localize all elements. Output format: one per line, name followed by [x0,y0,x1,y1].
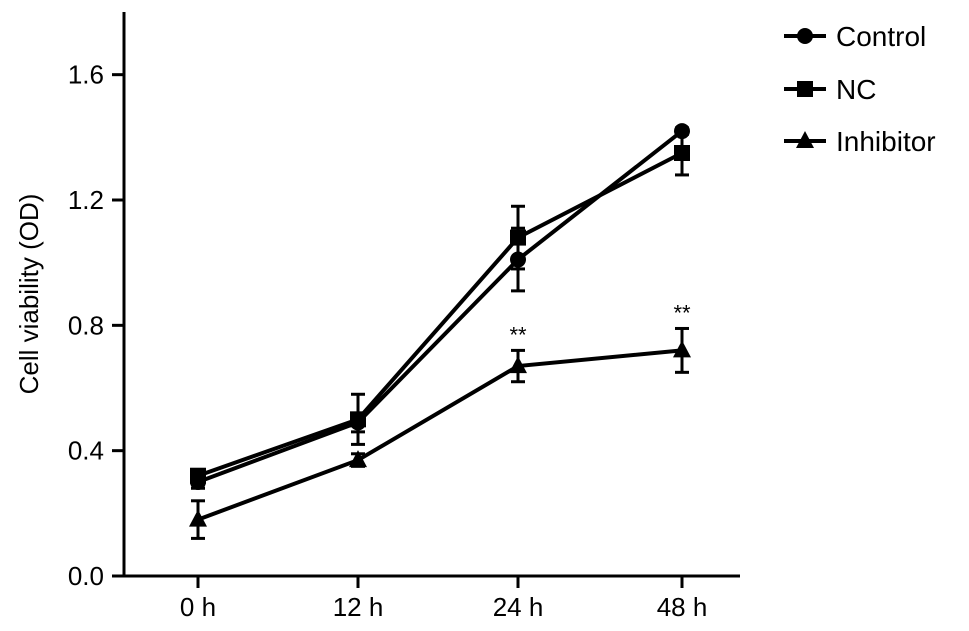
series-lines [197,129,684,522]
series-line-nc [197,151,683,478]
data-point-control [510,251,526,268]
series-line-control [197,129,684,484]
y-tick-label: 0.4 [68,436,104,466]
y-tick-label: 1.6 [68,60,104,90]
legend-marker-control [797,28,813,44]
data-point-inhibitor [509,356,527,374]
legend: Control NC Inhibitor [784,21,936,157]
data-point-nc [674,145,690,161]
x-tick-label: 24 h [493,592,544,622]
series-line-inhibitor [197,348,683,522]
y-axis-title: Cell viability (OD) [14,194,44,395]
significance-marker: ** [509,322,527,347]
x-tick-label: 0 h [180,592,216,622]
legend-marker-nc [797,81,813,97]
significance-marker: ** [673,300,691,325]
legend-marker-inhibitor [796,131,814,148]
legend-label: Control [836,21,926,52]
data-point-inhibitor [349,450,367,468]
annotations: ** ** [509,300,691,347]
legend-label: Inhibitor [836,126,936,157]
data-point-inhibitor [189,509,207,527]
data-point-nc [350,411,366,428]
axes [122,12,740,578]
x-tick-label: 12 h [333,592,384,622]
data-point-control [674,123,690,140]
markers [189,123,691,527]
data-point-nc [510,229,526,246]
x-ticks: 0 h 12 h 24 h 48 h [180,576,707,622]
y-ticks: 0.0 0.4 0.8 1.2 1.6 [68,60,124,591]
legend-label: NC [836,74,876,105]
y-tick-label: 0.0 [68,561,104,591]
x-tick-label: 48 h [657,592,708,622]
data-point-nc [190,467,206,484]
data-point-inhibitor [673,340,691,358]
y-tick-label: 0.8 [68,310,104,340]
y-tick-label: 1.2 [68,185,104,215]
